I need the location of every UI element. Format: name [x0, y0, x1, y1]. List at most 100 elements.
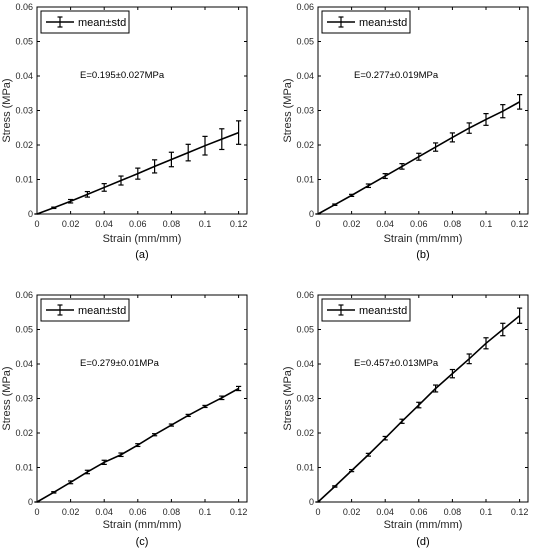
error-bar — [500, 104, 506, 119]
y-axis-label: Stress (MPa) — [282, 78, 294, 142]
y-tick-label: 0.01 — [296, 175, 314, 185]
y-tick-label: 0.04 — [15, 359, 33, 369]
x-tick-label: 0.08 — [163, 507, 181, 517]
error-bar — [483, 337, 489, 350]
y-tick-label: 0.02 — [296, 140, 314, 150]
error-bar — [416, 152, 422, 161]
x-tick-label: 0.06 — [129, 219, 147, 229]
error-bar — [416, 401, 422, 409]
plot-area — [36, 6, 248, 215]
error-bar — [135, 167, 141, 180]
y-tick-label: 0.01 — [15, 175, 33, 185]
legend-label: mean±std — [359, 17, 407, 29]
y-tick-label: 0.06 — [296, 290, 314, 300]
legend: mean±std — [40, 298, 130, 322]
error-bar — [349, 468, 355, 473]
y-tick-label: 0.04 — [15, 71, 33, 81]
x-tick-label: 0.1 — [480, 507, 493, 517]
x-tick-label: 0.1 — [199, 507, 212, 517]
error-bar — [365, 452, 371, 457]
error-bar — [399, 418, 405, 424]
chart-panel-d: 0 0.02 0.04 0.06 0.08 0.1 0.12 0 0.01 0.02 0.03 0.0… — [282, 290, 529, 548]
error-bar — [433, 142, 439, 152]
error-bar — [152, 159, 158, 174]
x-tick-label: 0.12 — [230, 219, 248, 229]
legend: mean±std — [321, 10, 411, 34]
x-tick-label: 0.02 — [62, 219, 80, 229]
x-tick-label: 0.12 — [230, 507, 248, 517]
error-bar — [84, 190, 90, 198]
y-tick-label: 0.03 — [296, 106, 314, 116]
x-axis-label: Strain (mm/mm) — [384, 233, 463, 245]
panel-caption: (b) — [416, 249, 429, 261]
x-tick-label: 0.04 — [376, 507, 394, 517]
y-tick-label: 0.01 — [296, 463, 314, 473]
y-tick-label: 0.05 — [296, 325, 314, 335]
error-bar — [68, 198, 74, 204]
x-tick-label: 0.08 — [163, 219, 181, 229]
error-bar — [236, 120, 242, 145]
panel-caption: (d) — [416, 536, 429, 548]
y-tick-label: 0.03 — [296, 394, 314, 404]
x-tick-label: 0.06 — [410, 219, 428, 229]
error-bar — [349, 193, 355, 198]
error-bar — [185, 143, 191, 162]
chart-panel-c: 0 0.02 0.04 0.06 0.08 0.1 0.12 0 0.01 0.02 0.03 0.0… — [1, 290, 248, 548]
error-bar — [219, 128, 225, 151]
y-tick-label: 0.05 — [15, 325, 33, 335]
error-bar — [101, 459, 107, 465]
y-tick-label: 0.05 — [15, 37, 33, 47]
legend-box — [321, 10, 411, 34]
y-tick-label: 0.02 — [296, 428, 314, 438]
error-bar — [219, 395, 225, 401]
y-tick-label: 0.01 — [15, 463, 33, 473]
legend-box — [321, 298, 411, 322]
y-tick-label: 0.05 — [296, 37, 314, 47]
x-tick-label: 0.1 — [480, 219, 493, 229]
x-tick-label: 0.12 — [511, 219, 529, 229]
error-bar — [168, 151, 174, 168]
legend-box — [40, 298, 130, 322]
error-bar — [466, 122, 472, 134]
legend-label: mean±std — [78, 305, 126, 317]
y-tick-label: 0 — [28, 209, 33, 219]
legend: mean±std — [321, 298, 411, 322]
x-axis-label: Strain (mm/mm) — [103, 519, 182, 531]
y-tick-label: 0.03 — [15, 394, 33, 404]
error-bar — [185, 413, 191, 418]
error-bar — [135, 443, 141, 448]
error-bar — [466, 353, 472, 365]
panel-caption: (c) — [136, 536, 149, 548]
error-bar — [202, 404, 208, 409]
error-bar — [236, 385, 242, 392]
chart-panel-b: 0 0.02 0.04 0.06 0.08 0.1 0.12 0 0.01 0.02 0.03 0.0… — [282, 2, 529, 261]
error-bar — [517, 307, 523, 324]
x-tick-label: 0.08 — [444, 219, 462, 229]
error-bar — [399, 163, 405, 170]
y-tick-label: 0.04 — [296, 359, 314, 369]
error-bar — [449, 132, 455, 143]
modulus-annotation: E=0.195±0.027MPa — [80, 70, 165, 81]
modulus-annotation: E=0.457±0.013MPa — [354, 358, 439, 369]
x-tick-label: 0 — [34, 219, 39, 229]
error-bar — [449, 368, 455, 379]
y-axis-label: Stress (MPa) — [1, 78, 13, 142]
x-tick-label: 0.02 — [343, 219, 361, 229]
error-bar — [152, 433, 158, 437]
x-tick-label: 0.04 — [95, 507, 113, 517]
modulus-annotation: E=0.279±0.01MPa — [80, 358, 160, 369]
panel-caption: (a) — [135, 249, 148, 261]
error-bar — [433, 384, 439, 393]
x-tick-label: 0.1 — [199, 219, 212, 229]
legend: mean±std — [40, 10, 130, 34]
error-bar — [202, 135, 208, 156]
y-tick-label: 0.06 — [296, 2, 314, 12]
x-axis-label: Strain (mm/mm) — [103, 233, 182, 245]
chart-panel-a: 0 0.02 0.04 0.06 0.08 0.1 0.12 0 0.01 0.02 0.03 0.0… — [1, 2, 248, 261]
error-bar — [118, 452, 124, 458]
y-tick-label: 0.02 — [15, 428, 33, 438]
error-bar — [382, 173, 388, 180]
error-bar — [118, 175, 124, 186]
error-bar — [51, 206, 57, 210]
